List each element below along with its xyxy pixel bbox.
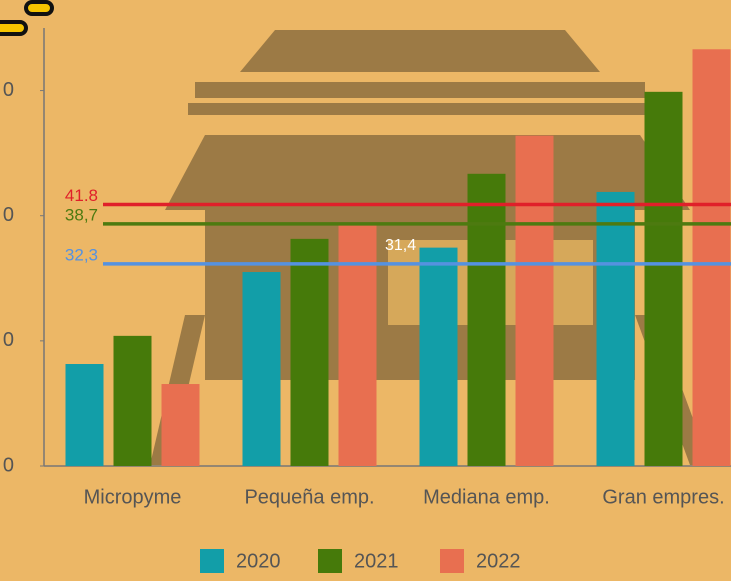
bar [161,384,200,466]
bar [338,223,377,466]
legend-label: 2021 [354,550,399,572]
x-tick-label: Mediana emp. [423,486,550,508]
reference-label: 38,7 [65,205,98,224]
legend-swatch [318,549,342,573]
y-tick-label: 0 [3,329,14,351]
y-tick-label: 0 [3,454,14,476]
bar [467,173,506,466]
bar [692,49,731,466]
legend-swatch [440,549,464,573]
x-tick-label: Gran empres. [602,486,724,508]
y-tick-label: 0 [3,204,14,226]
bar [242,272,281,466]
reference-label: 32,3 [65,245,98,264]
bar [419,247,458,466]
legend-swatch [200,549,224,573]
reference-label: 41.8 [65,186,98,205]
legend-label: 2020 [236,550,281,572]
x-tick-label: Micropyme [84,486,182,508]
x-tick-label: Pequeña emp. [244,486,374,508]
legend-label: 2022 [476,550,521,572]
bar [644,91,683,466]
annotation: 31,4 [385,237,416,254]
bar [515,135,554,466]
y-tick-label: 0 [3,79,14,101]
logo [0,0,54,36]
bar [113,335,152,466]
bar [596,191,635,467]
bar [65,364,104,466]
bar [290,238,329,466]
